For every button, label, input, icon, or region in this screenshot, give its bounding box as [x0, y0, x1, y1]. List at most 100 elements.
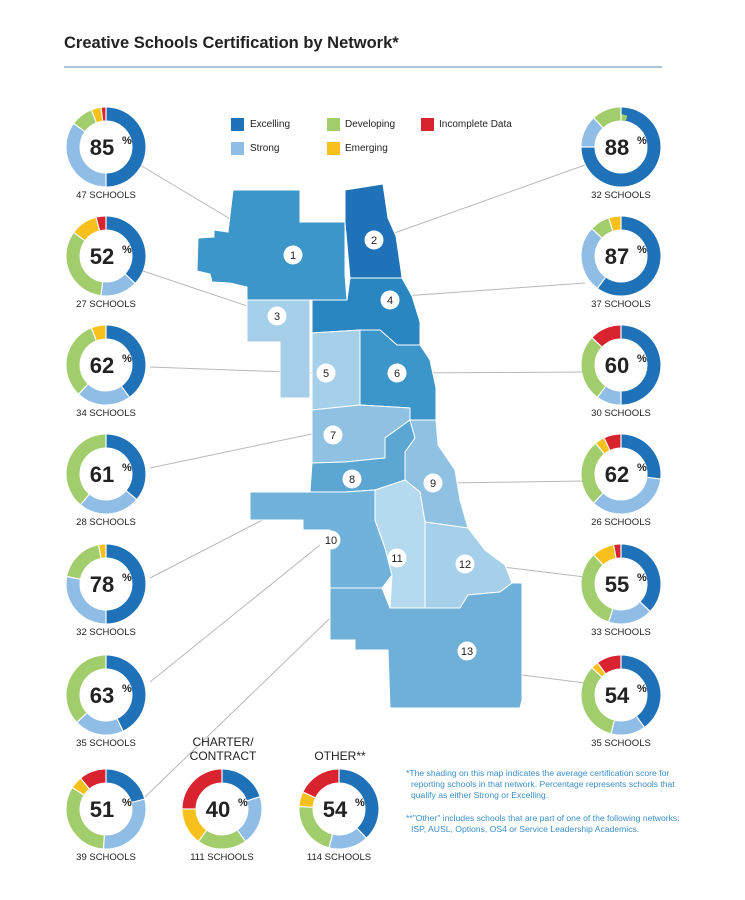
donut-charter: 40 % 111 SCHOOLS — [182, 769, 262, 863]
footnote-line: ISP, AUSL, Options, OS4 or Service Leade… — [411, 824, 640, 834]
donut-slice-separator — [116, 718, 124, 731]
donut-slice-developing — [66, 216, 146, 296]
connector-line-7 — [149, 431, 322, 469]
donut-slice-separator — [121, 386, 130, 398]
map-badge-label: 2 — [371, 235, 377, 247]
donut-slice-strong — [299, 769, 379, 849]
map-badge-circle — [423, 473, 443, 493]
connector-line-2 — [385, 164, 586, 237]
donut-slice-separator — [595, 443, 605, 454]
donut-slice-developing — [581, 434, 661, 514]
legend-label-strong: Strong — [250, 143, 280, 154]
donut-percent-label: 87 — [605, 244, 629, 269]
map-badge-label: 10 — [325, 535, 337, 547]
legend-swatch-incomplete — [421, 118, 434, 131]
donut-slice-strong — [182, 769, 262, 849]
legend-swatch-excelling — [231, 118, 244, 131]
donut-schools-label: 114 SCHOOLS — [307, 852, 371, 863]
footnote-line: *The shading on this map indicates the a… — [406, 768, 670, 778]
donut-schools-label: 27 SCHOOLS — [76, 299, 136, 310]
donut-percent-sign: % — [122, 462, 132, 474]
donut-percent-label: 51 — [90, 797, 114, 822]
donut-schools-label: 30 SCHOOLS — [591, 408, 651, 419]
donut-2: 88 % 32 SCHOOLS — [581, 107, 661, 201]
map-badge-13: 13 — [457, 641, 477, 661]
donut-percent-label: 40 — [206, 797, 230, 822]
donut-slice-separator — [593, 554, 604, 566]
donut-percent-sign: % — [637, 135, 647, 147]
donut-slice-separator — [124, 273, 136, 284]
donut-slice-separator — [198, 830, 207, 842]
title-divider — [64, 66, 662, 68]
donut-slice-developing — [581, 325, 661, 405]
map-badge-3: 3 — [267, 306, 287, 326]
donut-slice-developing — [66, 769, 146, 849]
map-badge-circle — [316, 363, 336, 383]
legend-label-developing: Developing — [345, 119, 396, 130]
donut-percent-label: 55 — [605, 572, 629, 597]
map-badge-circle — [387, 548, 407, 568]
charter-title-line1: CHARTER/ — [192, 735, 254, 749]
donut-percent-sign: % — [637, 462, 647, 474]
map-badge-4: 4 — [380, 290, 400, 310]
footnote-line: reporting schools in that network. Perce… — [411, 779, 675, 789]
map-badge-circle — [342, 469, 362, 489]
donut-schools-label: 111 SCHOOLS — [190, 852, 254, 863]
donut-schools-label: 37 SCHOOLS — [591, 299, 651, 310]
map-region-3 — [246, 299, 311, 399]
map-badge-circle — [457, 641, 477, 661]
donut-slice-developing — [66, 325, 146, 405]
donut-schools-label: 35 SCHOOLS — [76, 738, 136, 749]
map-badge-circle — [387, 363, 407, 383]
other-title: OTHER** — [314, 749, 366, 763]
legend-label-incomplete: Incomplete Data — [439, 119, 512, 130]
donut-slice-separator — [80, 778, 90, 789]
donut-schools-label: 34 SCHOOLS — [76, 408, 136, 419]
donut-slice-developing — [581, 655, 661, 735]
map-region-1 — [196, 189, 348, 301]
donut-slice-separator — [356, 827, 367, 839]
donut-1: 85 % 47 SCHOOLS — [66, 107, 146, 201]
donut-percent-label: 88 — [605, 135, 629, 160]
map-badge-label: 3 — [274, 311, 280, 323]
map-badge-label: 7 — [330, 430, 336, 442]
map-badge-circle — [380, 290, 400, 310]
donut-percent-sign: % — [637, 683, 647, 695]
donut-percent-label: 78 — [90, 572, 114, 597]
donut-schools-label: 35 SCHOOLS — [591, 738, 651, 749]
chicago-network-map — [196, 183, 523, 709]
donut-slice-separator — [303, 791, 316, 799]
map-badge-8: 8 — [342, 469, 362, 489]
donut-percent-label: 54 — [605, 683, 630, 708]
donut-slice-separator — [67, 576, 81, 580]
legend-label-excelling: Excelling — [250, 119, 291, 130]
donut-slice-developing — [299, 769, 379, 849]
donut-slice-separator — [608, 609, 614, 622]
donut-schools-label: 28 SCHOOLS — [76, 517, 136, 528]
map-badge-9: 9 — [423, 473, 443, 493]
donut-percent-sign: % — [238, 797, 248, 809]
map-badge-5: 5 — [316, 363, 336, 383]
donut-slice-separator — [299, 805, 313, 808]
donut-slice-strong — [581, 216, 661, 296]
donut-slice-separator — [90, 110, 97, 123]
donut-percent-label: 61 — [90, 462, 114, 487]
map-badge-circle — [323, 425, 343, 445]
connector-line-6 — [409, 371, 586, 374]
donut-slice-separator — [639, 601, 651, 612]
map-badge-12: 12 — [455, 554, 475, 574]
legend-swatch-emerging — [327, 142, 340, 155]
map-badge-label: 12 — [459, 559, 471, 571]
donut-7: 61 % 28 SCHOOLS — [66, 434, 146, 528]
donut-4: 87 % 37 SCHOOLS — [581, 216, 661, 310]
donut-6: 60 % 30 SCHOOLS — [581, 325, 661, 419]
donut-3: 52 % 27 SCHOOLS — [66, 216, 146, 310]
map-badge-7: 7 — [323, 425, 343, 445]
map-badge-label: 4 — [387, 295, 393, 307]
donut-percent-label: 52 — [90, 244, 114, 269]
donut-percent-sign: % — [637, 572, 647, 584]
donut-slice-developing — [182, 769, 262, 849]
donut-8: 62 % 26 SCHOOLS — [581, 434, 661, 528]
